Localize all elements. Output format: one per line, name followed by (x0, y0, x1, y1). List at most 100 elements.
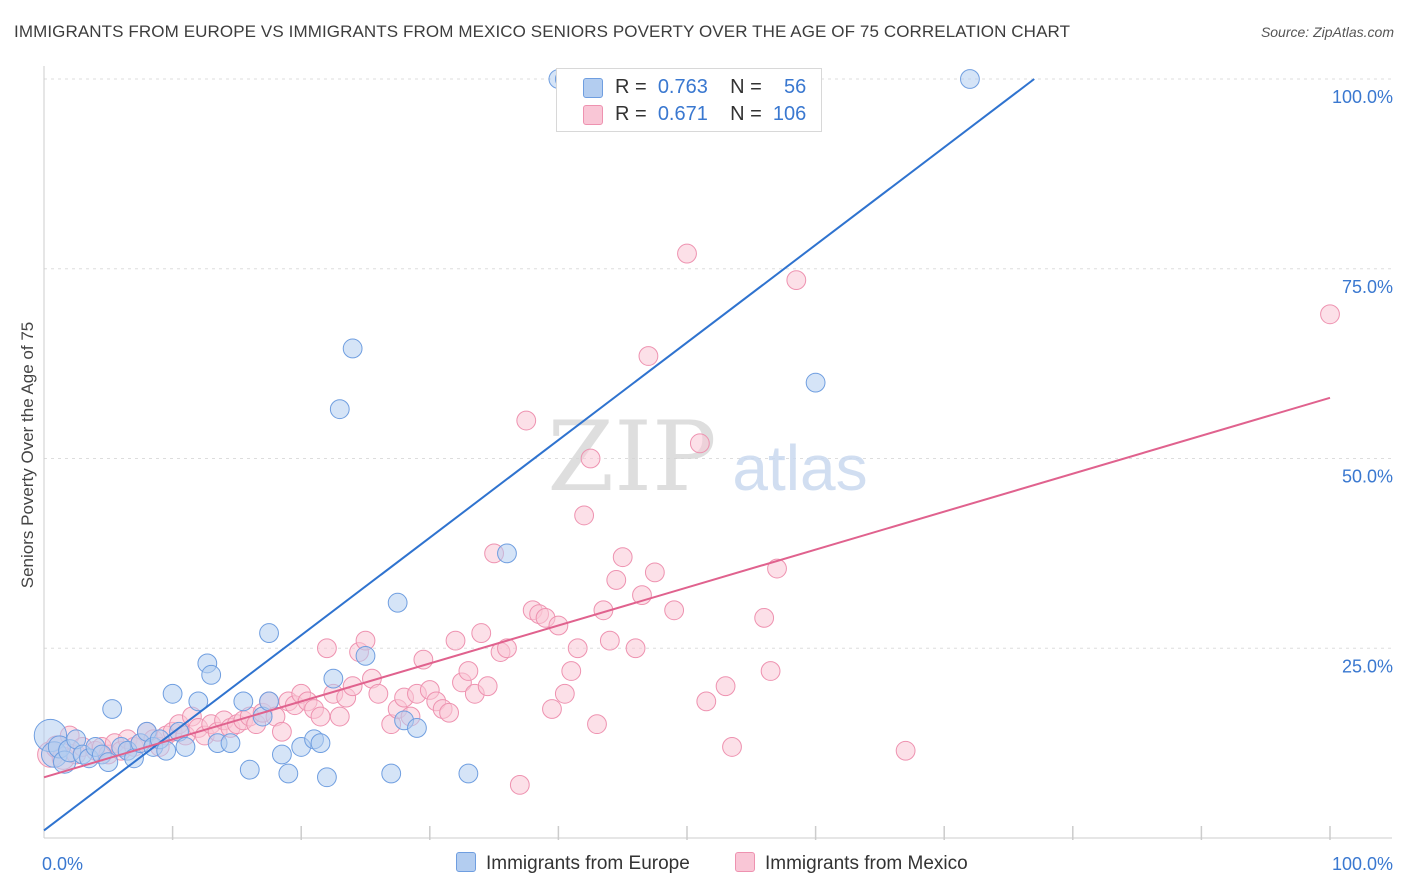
mexico-point (516, 410, 537, 431)
mexico-point (689, 433, 710, 454)
europe-point (220, 733, 241, 754)
mexico-n-value: 106 (772, 103, 807, 125)
europe-r-value: 0.763 (657, 76, 708, 98)
europe-swatch (583, 78, 603, 98)
europe-point (278, 763, 299, 784)
mexico-point (715, 676, 736, 697)
legend-europe-label: Immigrants from Europe (486, 853, 690, 874)
europe-point (387, 592, 408, 613)
europe-point (342, 338, 363, 359)
europe-point (497, 543, 517, 564)
mexico-point (677, 243, 697, 264)
watermark: ZIP atlas (547, 401, 867, 513)
mexico-point (574, 505, 595, 526)
mexico-point (580, 448, 601, 469)
y-axis-label: Seniors Poverty Over the Age of 75 (18, 321, 37, 589)
mexico-point (644, 562, 665, 583)
mexico-point (272, 721, 292, 742)
mexico-point (786, 270, 807, 291)
legend-mexico-swatch (735, 852, 755, 872)
mexico-point (542, 699, 562, 719)
europe-n-value: 56 (784, 76, 807, 98)
watermark-atlas: atlas (732, 432, 867, 504)
y-tick-label: 100.0% (1332, 87, 1393, 107)
mexico-points (37, 243, 1340, 795)
y-tick-label: 75.0% (1342, 277, 1393, 297)
mexico-point (445, 630, 466, 651)
mexico-n-label: N = (730, 103, 762, 125)
mexico-point (664, 600, 685, 621)
y-tick-label: 50.0% (1342, 467, 1393, 487)
x-tick-label: 100.0% (1332, 854, 1393, 874)
mexico-point (599, 630, 620, 651)
mexico-r-value: 0.671 (657, 103, 708, 125)
europe-point (960, 69, 980, 89)
mexico-point (368, 683, 389, 704)
grid-lines (44, 78, 1392, 649)
mexico-point (497, 638, 517, 659)
legend-item-mexico[interactable]: Immigrants from Mexico (735, 852, 968, 875)
mexico-point (612, 547, 633, 568)
mexico-point (439, 702, 459, 723)
mexico-point (317, 638, 337, 659)
y-tick-label: 25.0% (1342, 656, 1393, 676)
mexico-point (554, 683, 575, 704)
mexico-point (895, 740, 916, 761)
europe-point (233, 691, 254, 712)
europe-trend-line (43, 78, 1035, 832)
mexico-point (722, 737, 742, 757)
europe-point (407, 718, 427, 738)
europe-point (381, 763, 402, 784)
trend-lines (43, 78, 1331, 832)
europe-point (310, 733, 331, 754)
mexico-point (561, 661, 582, 681)
axes (43, 66, 1392, 840)
mexico-point (754, 607, 775, 628)
mexico-point (477, 676, 498, 697)
mexico-point (638, 346, 659, 366)
mexico-point (1320, 304, 1340, 325)
mexico-point (767, 558, 787, 579)
mexico-point (310, 706, 331, 727)
mexico-point (760, 661, 781, 681)
legend-mexico-label: Immigrants from Mexico (765, 853, 968, 874)
mexico-point (696, 691, 717, 712)
europe-point (102, 699, 123, 719)
tick-labels: 25.0% 50.0% 75.0% 100.0% 0.0% 100.0% (42, 87, 1393, 874)
legend-europe-swatch (456, 852, 476, 872)
europe-point (317, 767, 337, 788)
source-label: Source: ZipAtlas.com (1260, 24, 1394, 40)
europe-point (201, 664, 222, 685)
europe-point (458, 763, 479, 784)
mexico-r-label: R = (615, 103, 647, 125)
europe-point (239, 759, 260, 780)
x-tick-label: 0.0% (42, 854, 83, 874)
europe-point (188, 691, 209, 712)
mexico-point (329, 706, 350, 727)
europe-point (805, 372, 826, 393)
mexico-point (471, 623, 492, 643)
mexico-point (567, 638, 588, 659)
chart-title: IMMIGRANTS FROM EUROPE VS IMMIGRANTS FRO… (14, 22, 1071, 41)
europe-point (355, 645, 376, 666)
mexico-point (458, 661, 479, 681)
europe-n-label: N = (730, 76, 762, 98)
europe-points (33, 69, 980, 788)
europe-point (272, 744, 292, 765)
europe-point (175, 737, 196, 757)
legend-item-europe[interactable]: Immigrants from Europe (456, 852, 690, 875)
mexico-point (587, 714, 607, 735)
europe-point (323, 668, 344, 689)
stats-legend: R = 0.763 N = 56 R = 0.671 N = 106 (556, 68, 822, 132)
europe-point (259, 623, 279, 643)
europe-point (329, 399, 350, 420)
mexico-point (625, 638, 646, 659)
europe-r-label: R = (615, 76, 647, 98)
watermark-zip: ZIP (547, 401, 716, 513)
mexico-point (509, 774, 530, 795)
mexico-trend-line (43, 396, 1331, 779)
europe-point (162, 683, 183, 704)
mexico-swatch (583, 105, 603, 125)
mexico-point (606, 570, 627, 590)
